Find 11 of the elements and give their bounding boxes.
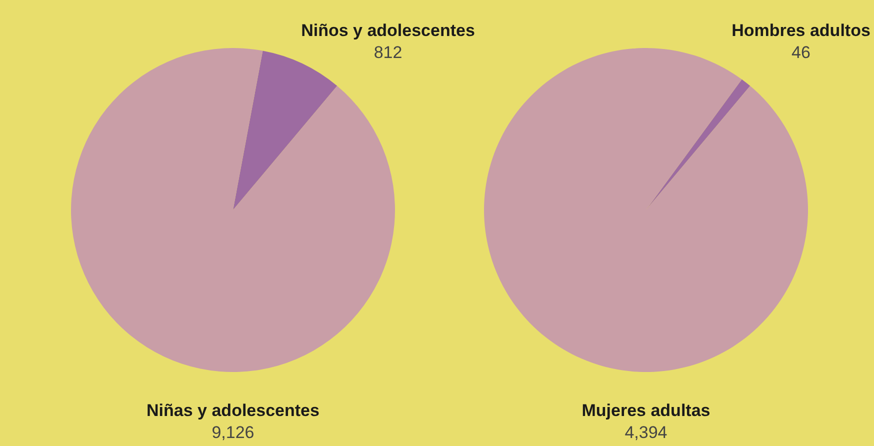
pie-slice [233, 50, 338, 210]
data-label: 46 [792, 43, 810, 62]
data-label: 812 [374, 43, 402, 62]
data-label: 4,394 [624, 423, 668, 442]
slice-label: Niños y adolescentes [301, 21, 475, 40]
slice-label: Mujeres adultas [582, 401, 710, 420]
slice-label: Hombres adultos [732, 21, 870, 40]
pie-slice [646, 79, 750, 210]
slice-label: Niñas y adolescentes [146, 401, 320, 420]
data-label: 9,126 [212, 423, 254, 442]
pie-slice [484, 48, 808, 372]
